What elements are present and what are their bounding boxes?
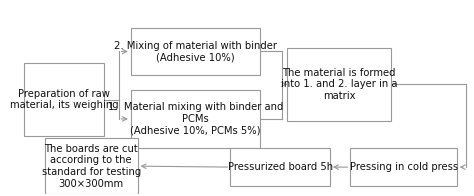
FancyBboxPatch shape (131, 28, 260, 75)
FancyBboxPatch shape (25, 63, 104, 136)
Text: The material is formed
into 1. and 2. layer in a
matrix: The material is formed into 1. and 2. la… (281, 68, 397, 101)
FancyBboxPatch shape (350, 148, 457, 186)
FancyBboxPatch shape (287, 48, 391, 121)
FancyBboxPatch shape (131, 90, 260, 148)
Text: 2. Mixing of material with binder
(Adhesive 10%): 2. Mixing of material with binder (Adhes… (114, 41, 277, 62)
Text: Preparation of raw
material, its weighing: Preparation of raw material, its weighin… (9, 89, 119, 111)
FancyBboxPatch shape (230, 148, 330, 186)
Text: Pressing in cold press: Pressing in cold press (349, 162, 457, 172)
Text: The boards are cut
according to the
standard for testing
300×300mm: The boards are cut according to the stan… (42, 144, 141, 189)
Text: Pressurized board 5h: Pressurized board 5h (228, 162, 333, 172)
FancyBboxPatch shape (45, 138, 137, 194)
Text: 1.  Material mixing with binder and
PCMs
(Adhesive 10%, PCMs 5%): 1. Material mixing with binder and PCMs … (108, 102, 283, 136)
